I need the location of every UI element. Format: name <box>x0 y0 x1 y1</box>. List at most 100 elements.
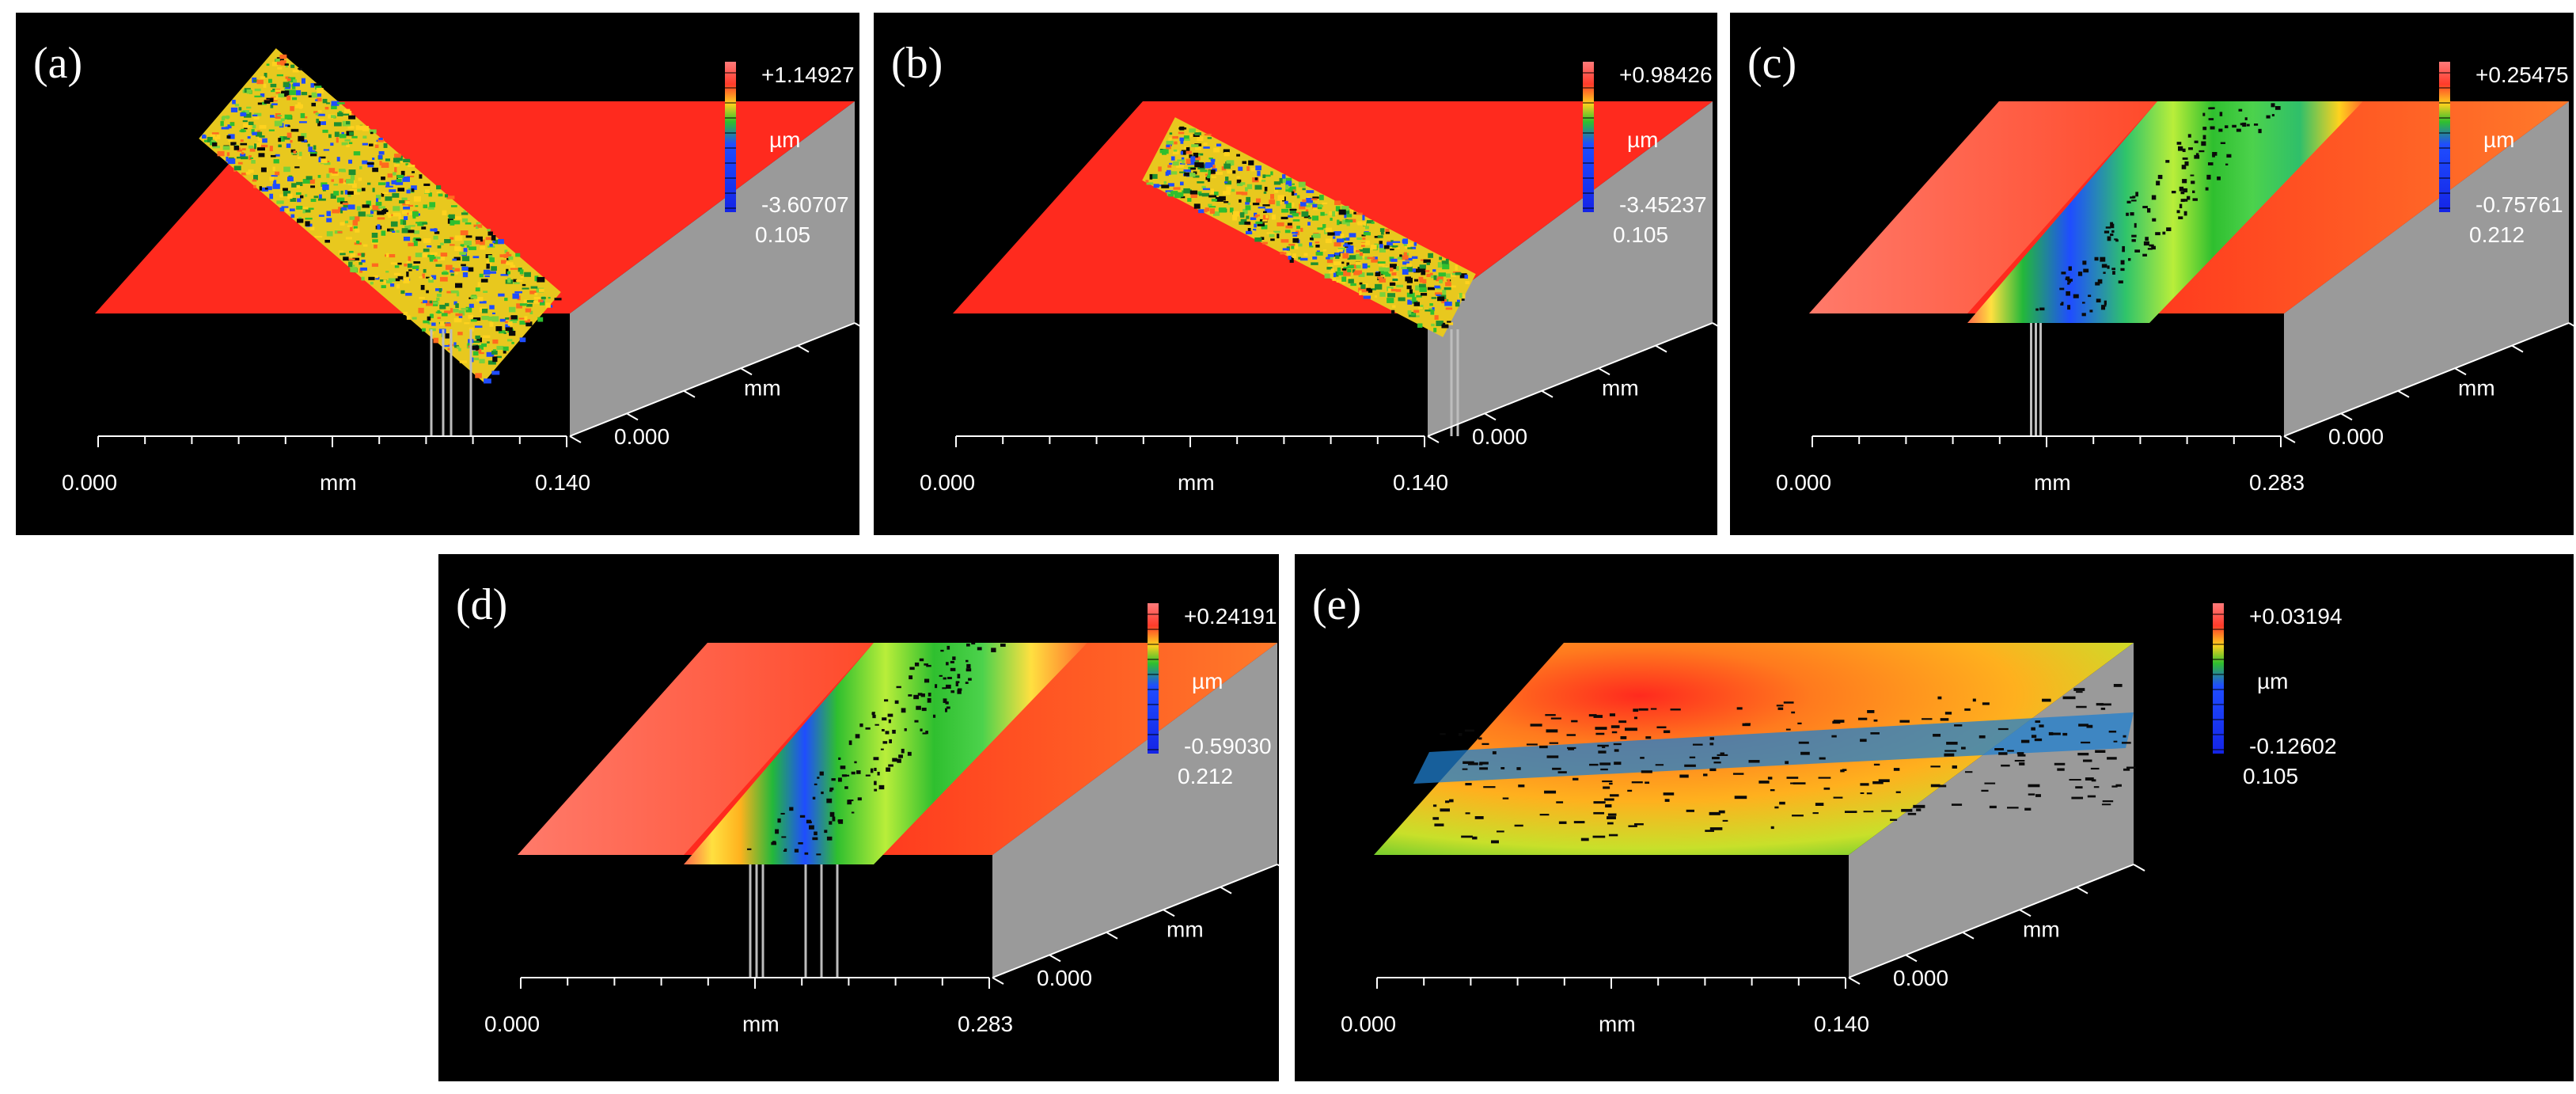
debris-speck <box>1396 284 1404 287</box>
debris-speck <box>1567 746 1576 749</box>
debris-speck <box>1284 230 1291 234</box>
debris-speck <box>1800 751 1810 755</box>
debris-speck <box>2225 163 2229 165</box>
debris-speck <box>1285 188 1291 192</box>
debris-speck <box>475 345 479 351</box>
debris-speck <box>449 244 455 246</box>
debris-speck <box>955 682 959 686</box>
debris-speck <box>1306 190 1315 193</box>
debris-speck <box>1258 207 1265 209</box>
debris-speck <box>360 267 367 271</box>
debris-speck <box>441 313 448 317</box>
debris-speck <box>259 138 263 144</box>
debris-speck <box>377 224 381 230</box>
debris-speck <box>1940 718 1949 721</box>
debris-speck <box>458 348 461 351</box>
debris-speck <box>1300 201 1307 207</box>
debris-speck <box>1190 193 1197 198</box>
debris-speck <box>436 185 442 190</box>
debris-speck <box>476 222 481 225</box>
debris-speck <box>1284 250 1288 253</box>
debris-speck <box>431 275 437 280</box>
x-unit-label: mm <box>2034 470 2071 495</box>
debris-speck <box>1552 767 1561 770</box>
debris-speck <box>1372 256 1378 262</box>
debris-speck <box>429 256 436 260</box>
debris-speck <box>1337 249 1343 253</box>
debris-speck <box>1250 167 1257 172</box>
debris-speck <box>856 770 861 774</box>
debris-speck <box>489 305 495 310</box>
debris-speck <box>393 172 396 176</box>
debris-speck <box>1709 768 1717 772</box>
debris-speck <box>390 283 395 287</box>
surface-right <box>2149 101 2569 313</box>
debris-speck <box>1343 267 1349 269</box>
debris-speck <box>1432 269 1436 272</box>
debris-speck <box>2101 305 2107 307</box>
debris-speck <box>1406 285 1412 290</box>
debris-speck <box>1445 307 1453 310</box>
debris-speck <box>389 229 394 231</box>
debris-speck <box>438 288 442 293</box>
debris-speck <box>1479 762 1489 765</box>
y-max-label: 0.212 <box>1178 764 1233 788</box>
debris-speck <box>489 321 494 327</box>
debris-speck <box>1421 270 1426 275</box>
debris-speck <box>1478 763 1483 765</box>
debris-speck <box>463 211 466 215</box>
debris-speck <box>362 204 370 208</box>
debris-speck <box>1359 290 1362 295</box>
debris-speck <box>279 54 287 59</box>
debris-speck <box>240 153 246 158</box>
debris-speck <box>1867 710 1875 713</box>
debris-speck <box>243 123 251 128</box>
debris-speck <box>2062 732 2068 736</box>
debris-speck <box>1371 221 1375 224</box>
debris-speck <box>1273 181 1281 185</box>
debris-speck <box>385 196 393 201</box>
debris-speck <box>1413 310 1420 313</box>
debris-speck <box>1260 237 1265 240</box>
debris-speck <box>413 240 418 246</box>
debris-speck <box>1429 272 1433 276</box>
debris-speck <box>1264 186 1268 192</box>
debris-speck <box>408 211 414 215</box>
debris-speck <box>2182 179 2187 184</box>
debris-speck <box>2075 786 2083 789</box>
debris-speck <box>909 667 915 670</box>
debris-speck <box>326 102 330 104</box>
debris-speck <box>257 136 261 142</box>
debris-speck <box>1456 299 1460 303</box>
debris-speck <box>1224 201 1229 203</box>
debris-speck <box>1344 213 1347 218</box>
y-tick <box>1905 954 1918 963</box>
debris-speck <box>1633 822 1644 826</box>
debris-speck <box>1198 193 1206 196</box>
debris-speck <box>942 687 947 689</box>
debris-speck <box>475 239 480 245</box>
debris-speck <box>1328 264 1334 267</box>
debris-speck <box>1255 221 1263 224</box>
debris-speck <box>1573 821 1585 824</box>
debris-speck <box>2208 118 2214 120</box>
debris-speck <box>2076 691 2083 693</box>
y-tick <box>2454 367 2467 376</box>
debris-speck <box>1189 128 1196 133</box>
debris-speck <box>321 158 328 164</box>
debris-speck <box>1338 209 1346 215</box>
debris-speck <box>216 135 221 140</box>
debris-speck <box>1362 215 1365 221</box>
debris-speck <box>1306 197 1313 203</box>
debris-speck <box>273 159 279 164</box>
debris-speck <box>1402 261 1409 265</box>
debris-speck <box>1211 161 1215 165</box>
debris-speck <box>1599 762 1611 765</box>
debris-speck <box>278 144 282 148</box>
debris-speck <box>299 151 302 157</box>
debris-speck <box>1350 283 1356 287</box>
debris-speck <box>372 158 375 161</box>
debris-speck <box>859 723 863 727</box>
debris-speck <box>1627 789 1633 792</box>
